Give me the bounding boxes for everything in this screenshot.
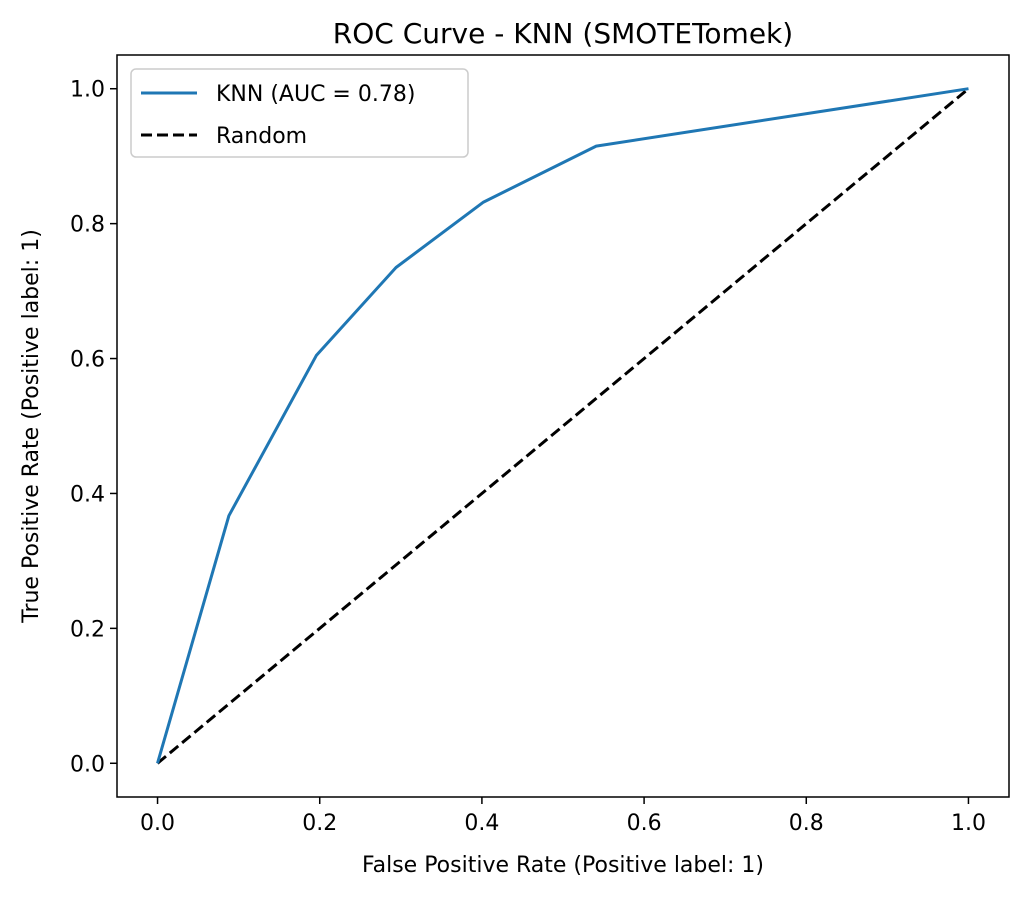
y-tick-label: 0.0 xyxy=(70,752,105,777)
x-axis-label: False Positive Rate (Positive label: 1) xyxy=(362,853,764,878)
x-tick-label: 0.2 xyxy=(302,811,337,836)
series-layer xyxy=(156,87,970,765)
x-tick-label: 1.0 xyxy=(951,811,986,836)
x-axis: 0.0 0.2 0.4 0.6 0.8 1.0 xyxy=(140,797,986,836)
y-tick-label: 0.8 xyxy=(70,213,105,238)
y-tick-label: 0.2 xyxy=(70,617,105,642)
y-axis-label: True Positive Rate (Positive label: 1) xyxy=(19,229,44,624)
x-tick-label: 0.0 xyxy=(140,811,175,836)
y-tick-label: 1.0 xyxy=(70,78,105,103)
axes-frame xyxy=(116,54,1010,798)
y-tick-label: 0.6 xyxy=(70,348,105,373)
y-tick-label: 0.4 xyxy=(70,482,105,507)
y-axis: 0.0 0.2 0.4 0.6 0.8 1.0 xyxy=(70,78,117,777)
x-tick-label: 0.4 xyxy=(464,811,499,836)
legend-random-label: Random xyxy=(216,124,307,149)
x-tick-label: 0.8 xyxy=(789,811,824,836)
legend: KNN (AUC = 0.78) Random xyxy=(130,68,469,158)
legend-knn-label: KNN (AUC = 0.78) xyxy=(216,82,415,107)
legend-box xyxy=(130,68,469,158)
knn-roc-line xyxy=(156,87,969,764)
chart-title: ROC Curve - KNN (SMOTETomek) xyxy=(333,17,793,50)
x-tick-label: 0.6 xyxy=(627,811,662,836)
